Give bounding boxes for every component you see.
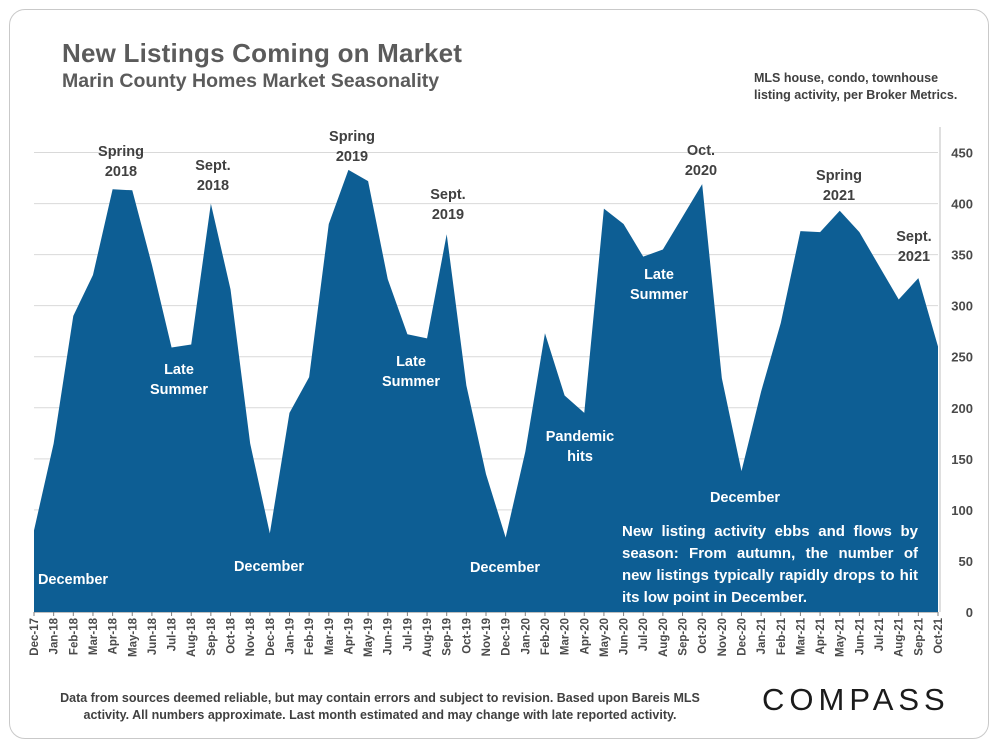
x-tick-label: Dec-17 — [29, 618, 41, 656]
annotation-label: December — [710, 490, 780, 506]
x-tick-label: Jul-20 — [638, 618, 650, 651]
x-tick-label: May-18 — [127, 617, 139, 657]
x-tick-label: Nov-19 — [481, 618, 493, 656]
x-tick-label: Dec-19 — [501, 618, 513, 656]
annotation-label: Oct. 2020 — [685, 143, 717, 179]
x-tick-label: Aug-19 — [422, 618, 434, 657]
y-tick-label: 0 — [966, 605, 973, 620]
x-tick-label: Jul-18 — [167, 617, 179, 651]
area-series — [34, 169, 938, 612]
x-tick-label: Mar-18 — [88, 617, 100, 655]
x-tick-label: Sep-20 — [678, 618, 690, 656]
x-tick-label: Jun-21 — [854, 617, 866, 655]
x-tick-label: Dec-18 — [265, 617, 277, 655]
x-tick-label: Oct-18 — [226, 617, 238, 653]
annotation-label: December — [470, 560, 540, 576]
x-tick-label: Feb-18 — [68, 617, 80, 655]
x-tick-label: Mar-21 — [795, 617, 807, 655]
x-tick-label: Feb-21 — [776, 617, 788, 655]
x-tick-label: Jul-19 — [402, 618, 414, 651]
footer-note-line-2: activity. All numbers approximate. Last … — [83, 708, 677, 722]
x-tick-label: Jun-20 — [619, 618, 631, 655]
annotation-label: Spring 2021 — [816, 168, 862, 204]
y-tick-label: 300 — [951, 299, 973, 314]
x-tick-label: Nov-18 — [245, 617, 257, 656]
chart-title: New Listings Coming on Market — [62, 38, 463, 68]
y-tick-label: 50 — [959, 554, 973, 569]
y-tick-label: 450 — [951, 146, 973, 161]
y-tick-label: 250 — [951, 350, 973, 365]
x-tick-label: Apr-19 — [343, 618, 355, 654]
annotation-label: Spring 2019 — [329, 129, 375, 165]
source-note-line-2: listing activity, per Broker Metrics. — [754, 88, 958, 102]
x-tick-label: Feb-20 — [540, 618, 552, 655]
x-tick-label: Jan-18 — [49, 617, 61, 654]
x-tick-label: Jul-21 — [874, 617, 886, 651]
chart-subtitle: Marin County Homes Market Seasonality — [62, 70, 440, 92]
annotation-label: December — [234, 559, 304, 575]
x-tick-label: May-19 — [363, 618, 375, 657]
y-tick-label: 350 — [951, 248, 973, 263]
x-tick-label: Sep-18 — [206, 617, 218, 655]
annotation-label: Late Summer — [150, 362, 208, 398]
x-tick-label: Sep-21 — [913, 617, 925, 655]
x-tick-label: Jun-19 — [383, 618, 395, 655]
x-tick-label: Apr-21 — [815, 617, 827, 654]
y-tick-label: 150 — [951, 452, 973, 467]
annotation-label: Late Summer — [382, 354, 440, 390]
x-tick-label: Aug-20 — [658, 618, 670, 657]
annotation-label: Sept. 2019 — [430, 187, 465, 223]
x-tick-label: Jan-19 — [284, 618, 296, 654]
source-note: MLS house, condo, townhouse listing acti… — [754, 70, 969, 104]
x-tick-label: May-21 — [835, 617, 847, 657]
y-tick-label: 100 — [951, 503, 973, 518]
annotation-label: Late Summer — [630, 267, 688, 303]
x-tick-label: Jun-18 — [147, 617, 159, 655]
annotation-label: December — [38, 572, 108, 588]
callout-text: New listing activity ebbs and flows by s… — [622, 523, 918, 606]
x-tick-label: Jan-20 — [520, 618, 532, 654]
x-tick-label: Feb-19 — [304, 618, 316, 655]
x-tick-label: Aug-18 — [186, 617, 198, 657]
x-tick-label: Oct-21 — [933, 617, 945, 653]
y-tick-label: 400 — [951, 197, 973, 212]
source-note-line-1: MLS house, condo, townhouse — [754, 71, 939, 85]
footer-note-line-1: Data from sources deemed reliable, but m… — [60, 691, 700, 705]
x-tick-label: Mar-19 — [324, 618, 336, 655]
x-tick-label: May-20 — [599, 618, 611, 657]
x-tick-label: Mar-20 — [560, 618, 572, 655]
x-tick-label: Nov-20 — [717, 618, 729, 656]
annotation-label: Sept. 2018 — [195, 158, 230, 194]
annotation-label: Pandemic hits — [546, 429, 615, 465]
footer-note: Data from sources deemed reliable, but m… — [40, 690, 720, 724]
x-tick-label: Aug-21 — [894, 617, 906, 657]
x-tick-label: Oct-19 — [461, 618, 473, 654]
x-tick-label: Apr-18 — [108, 617, 120, 654]
x-tick-label: Dec-20 — [736, 618, 748, 656]
annotation-label: Spring 2018 — [98, 144, 144, 180]
y-tick-label: 200 — [951, 401, 973, 416]
x-tick-label: Oct-20 — [697, 618, 709, 654]
x-tick-label: Apr-20 — [579, 618, 591, 654]
x-tick-label: Jan-21 — [756, 617, 768, 654]
annotation-label: Sept. 2021 — [896, 229, 931, 265]
compass-logo: COMPASS — [762, 682, 950, 717]
x-tick-label: Sep-19 — [442, 618, 454, 656]
